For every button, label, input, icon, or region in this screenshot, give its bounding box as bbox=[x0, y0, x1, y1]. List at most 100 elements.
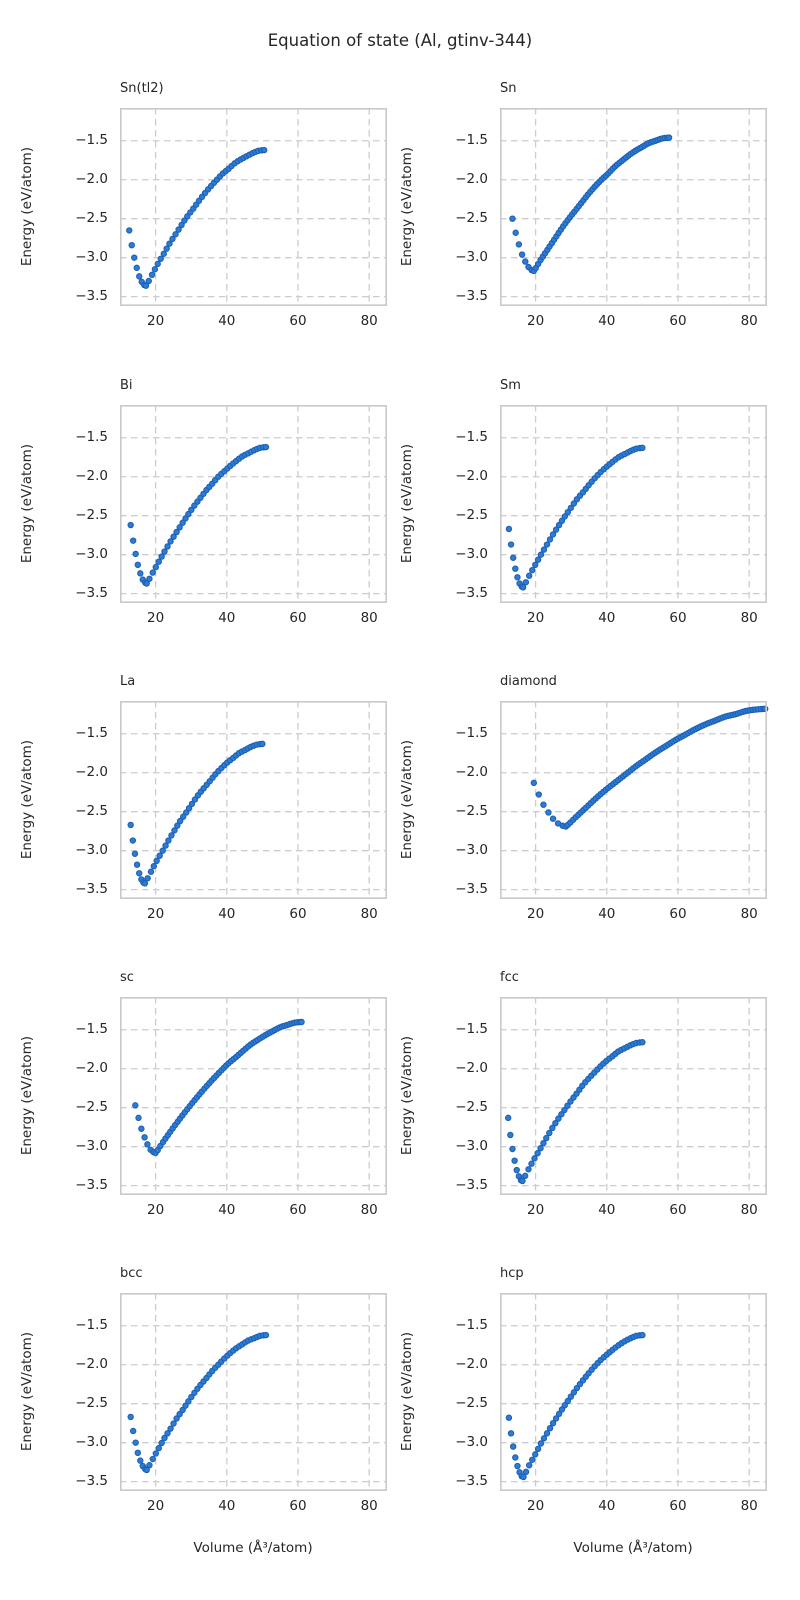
x-tick-label: 40 bbox=[218, 313, 236, 329]
y-tick-label: −3.5 bbox=[75, 881, 108, 898]
y-axis-label: Energy (eV/atom) bbox=[19, 740, 35, 860]
x-tick-label: 20 bbox=[147, 313, 165, 329]
plot-background bbox=[120, 405, 387, 603]
x-tick-label: 60 bbox=[289, 1498, 307, 1514]
gridlines bbox=[500, 701, 767, 899]
gridlines bbox=[500, 997, 767, 1195]
subplot-title: Sm bbox=[500, 378, 521, 393]
subplot-title: fcc bbox=[500, 970, 519, 985]
x-tick-label: 20 bbox=[527, 1202, 545, 1218]
y-tick-label: −2.5 bbox=[455, 507, 488, 524]
y-tick-label: −3.5 bbox=[75, 288, 108, 305]
x-axis-label-right: Volume (Å³/atom) bbox=[573, 1540, 693, 1556]
x-tick-label: 80 bbox=[360, 1202, 378, 1218]
y-tick-label: −2.5 bbox=[455, 210, 488, 227]
axes-spine bbox=[500, 701, 767, 899]
x-tick-label: 40 bbox=[218, 906, 236, 922]
axes-spine bbox=[500, 405, 767, 603]
y-tick-label: −3.5 bbox=[75, 585, 108, 602]
scatter-points bbox=[127, 740, 266, 887]
y-axis-label-wrap: Energy (eV/atom) bbox=[396, 701, 418, 899]
y-tick-label: −3.0 bbox=[455, 1434, 488, 1451]
plot-area bbox=[500, 1293, 767, 1491]
y-axis-label: Energy (eV/atom) bbox=[399, 740, 415, 860]
y-tick-label: −3.0 bbox=[455, 842, 488, 859]
x-axis-label-left: Volume (Å³/atom) bbox=[193, 1540, 313, 1556]
y-axis-label-wrap: Energy (eV/atom) bbox=[396, 108, 418, 306]
scatter-points bbox=[504, 1039, 646, 1185]
x-tick-label: 80 bbox=[740, 1202, 758, 1218]
y-tick-label: −2.5 bbox=[75, 210, 108, 227]
scatter-points bbox=[127, 1331, 270, 1474]
y-tick-label: −3.0 bbox=[455, 249, 488, 266]
plot-background bbox=[120, 1293, 387, 1491]
y-axis-label: Energy (eV/atom) bbox=[19, 147, 35, 267]
subplot-bi: Bi Energy (eV/atom) −1.5 −2.0 −2.5 −3.0 −3.5… bbox=[10, 365, 387, 635]
plot-area bbox=[500, 108, 767, 306]
y-tick-label: −2.0 bbox=[455, 171, 488, 188]
scatter-points bbox=[127, 443, 270, 587]
x-tick-label: 20 bbox=[527, 610, 545, 626]
x-tick-label: 60 bbox=[669, 610, 687, 626]
plot-area bbox=[120, 997, 387, 1195]
axes-spine bbox=[500, 108, 767, 306]
y-tick-label: −1.5 bbox=[75, 429, 108, 446]
x-tick-label: 60 bbox=[289, 906, 307, 922]
x-tick-label: 40 bbox=[598, 610, 616, 626]
subplot-title: Sn(tl2) bbox=[120, 81, 164, 96]
y-tick-label: −2.0 bbox=[75, 1060, 108, 1077]
y-tick-label: −3.5 bbox=[455, 1177, 488, 1194]
axes-spine bbox=[500, 1293, 767, 1491]
plot-area bbox=[120, 405, 387, 603]
y-tick-label: −2.0 bbox=[455, 1060, 488, 1077]
x-tick-label: 80 bbox=[740, 1498, 758, 1514]
x-tick-label: 40 bbox=[218, 610, 236, 626]
subplot-hcp: hcp Energy (eV/atom) −1.5 −2.0 −2.5 −3.0 −3.… bbox=[390, 1253, 767, 1523]
y-tick-label: −3.5 bbox=[455, 881, 488, 898]
plot-background bbox=[500, 108, 767, 306]
y-tick-label: −3.5 bbox=[75, 1177, 108, 1194]
subplot-diamond: diamond Energy (eV/atom) −1.5 −2.0 −2.5 −3.… bbox=[390, 661, 769, 931]
y-tick-label: −2.5 bbox=[75, 1395, 108, 1412]
y-tick-label: −2.0 bbox=[75, 1356, 108, 1373]
subplot-title: Sn bbox=[500, 81, 517, 96]
y-axis-label-wrap: Energy (eV/atom) bbox=[396, 405, 418, 603]
y-tick-label: −3.0 bbox=[75, 249, 108, 266]
x-tick-label: 40 bbox=[598, 906, 616, 922]
x-tick-label: 40 bbox=[218, 1202, 236, 1218]
axes-spine bbox=[500, 997, 767, 1195]
x-tick-label: 20 bbox=[147, 1202, 165, 1218]
y-tick-label: −2.0 bbox=[455, 468, 488, 485]
x-tick-label: 80 bbox=[740, 610, 758, 626]
y-tick-label: −3.5 bbox=[75, 1473, 108, 1490]
subplot-title: Bi bbox=[120, 378, 133, 393]
axes-spine bbox=[120, 997, 387, 1195]
x-tick-label: 20 bbox=[147, 1498, 165, 1514]
y-tick-label: −3.5 bbox=[455, 1473, 488, 1490]
x-tick-label: 60 bbox=[669, 1498, 687, 1514]
y-tick-label: −1.5 bbox=[455, 1021, 488, 1038]
subplot-sc: sc Energy (eV/atom) −1.5 −2.0 −2.5 −3.0 −3.5… bbox=[10, 957, 387, 1227]
plot-background bbox=[500, 997, 767, 1195]
y-tick-label: −3.5 bbox=[455, 585, 488, 602]
y-axis-label-wrap: Energy (eV/atom) bbox=[16, 701, 38, 899]
x-tick-label: 40 bbox=[218, 1498, 236, 1514]
scatter-points bbox=[132, 1018, 305, 1157]
x-tick-label: 60 bbox=[289, 610, 307, 626]
subplot-fcc: fcc Energy (eV/atom) −1.5 −2.0 −2.5 −3.0 −3.… bbox=[390, 957, 767, 1227]
x-tick-label: 20 bbox=[147, 610, 165, 626]
y-tick-label: −1.5 bbox=[75, 132, 108, 149]
plot-area bbox=[120, 108, 387, 306]
y-axis-label-wrap: Energy (eV/atom) bbox=[396, 1293, 418, 1491]
x-tick-label: 80 bbox=[360, 1498, 378, 1514]
x-tick-label: 60 bbox=[669, 906, 687, 922]
y-tick-label: −3.0 bbox=[75, 1434, 108, 1451]
plot-area bbox=[500, 997, 767, 1195]
y-axis-label: Energy (eV/atom) bbox=[399, 1036, 415, 1156]
plot-background bbox=[120, 108, 387, 306]
y-tick-label: −2.5 bbox=[75, 1099, 108, 1116]
subplot-sm: Sm Energy (eV/atom) −1.5 −2.0 −2.5 −3.0 −3.5… bbox=[390, 365, 767, 635]
x-tick-label: 80 bbox=[360, 313, 378, 329]
y-tick-label: −2.5 bbox=[75, 803, 108, 820]
y-tick-label: −2.0 bbox=[75, 171, 108, 188]
